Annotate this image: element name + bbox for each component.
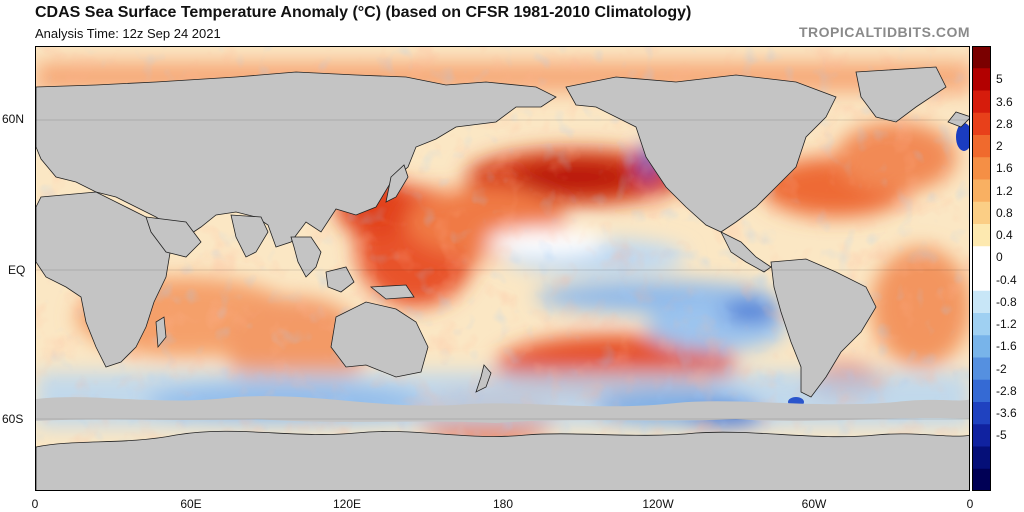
lon-label-60e: 60E xyxy=(180,497,202,511)
colorbar-swatch xyxy=(972,446,991,470)
lon-label-120e: 120E xyxy=(332,497,362,511)
colorbar-swatch xyxy=(972,402,991,425)
colorbar-label: -3.6 xyxy=(996,406,1017,421)
lon-label-0-west: 0 xyxy=(31,497,39,511)
colorbar-label: 3.6 xyxy=(996,94,1013,109)
india xyxy=(230,214,269,258)
colorbar-label: 1.2 xyxy=(996,183,1013,198)
colorbar xyxy=(972,46,991,491)
map-title: CDAS Sea Surface Temperature Anomaly (°C… xyxy=(35,4,692,21)
colorbar-swatch xyxy=(972,68,991,91)
labrador-cold xyxy=(956,123,969,151)
colorbar-swatch xyxy=(972,90,991,114)
antarctica xyxy=(36,430,969,490)
lat-label-60n: 60N xyxy=(2,112,25,126)
japan xyxy=(385,164,409,203)
colorbar-swatch xyxy=(972,424,991,447)
arabia xyxy=(145,216,202,258)
borneo xyxy=(325,266,355,293)
indochina xyxy=(290,236,322,278)
sst-anomaly-map xyxy=(35,46,970,491)
colorbar-label: -2.8 xyxy=(996,383,1017,398)
colorbar-label: 2 xyxy=(996,139,1003,154)
colorbar-swatch xyxy=(972,135,991,158)
colorbar-swatch xyxy=(972,357,991,381)
colorbar-swatch xyxy=(972,335,991,358)
colorbar-label: -0.8 xyxy=(996,294,1017,309)
colorbar-swatch xyxy=(972,157,991,180)
colorbar-swatch xyxy=(972,201,991,225)
colorbar-label: 5 xyxy=(996,72,1003,87)
lon-label-120w: 120W xyxy=(642,497,674,511)
map-canvas xyxy=(36,47,969,490)
colorbar-swatch xyxy=(972,468,991,491)
central-america xyxy=(720,231,772,273)
analysis-time: Analysis Time: 12z Sep 24 2021 xyxy=(35,26,221,41)
colorbar-label: -1.2 xyxy=(996,317,1017,332)
sea-ice-edge xyxy=(36,396,969,423)
colorbar-swatch xyxy=(972,46,991,69)
colorbar-swatch xyxy=(972,112,991,136)
colorbar-swatch xyxy=(972,313,991,336)
lon-label-60w: 60W xyxy=(801,497,827,511)
colorbar-swatch xyxy=(972,246,991,269)
colorbar-swatch xyxy=(972,268,991,292)
colorbar-label: 2.8 xyxy=(996,116,1013,131)
new-guinea xyxy=(369,284,415,300)
site-credit: TROPICALTIDBITS.COM xyxy=(798,24,970,40)
new-zealand xyxy=(475,364,492,393)
colorbar-swatch xyxy=(972,290,991,314)
eurasia xyxy=(36,71,557,248)
colorbar-label: -0.4 xyxy=(996,272,1017,287)
lon-label-180: 180 xyxy=(492,497,514,511)
lon-label-0-east: 0 xyxy=(966,497,974,511)
colorbar-label: -1.6 xyxy=(996,339,1017,354)
colorbar-label: -5 xyxy=(996,428,1007,443)
colorbar-label: 0.8 xyxy=(996,205,1013,220)
colorbar-label: -2 xyxy=(996,361,1007,376)
north-america xyxy=(565,74,837,233)
colorbar-swatch xyxy=(972,379,991,403)
colorbar-label: 0 xyxy=(996,250,1003,265)
colorbar-label: 0.4 xyxy=(996,228,1013,243)
south-america xyxy=(770,258,877,398)
lat-label-60s: 60S xyxy=(2,412,24,426)
iceland xyxy=(947,111,969,128)
colorbar-label: 1.6 xyxy=(996,161,1013,176)
graticule xyxy=(36,119,969,420)
madagascar xyxy=(155,316,167,349)
colorbar-frame xyxy=(972,46,991,491)
colorbar-swatch xyxy=(972,224,991,247)
continents xyxy=(36,66,969,398)
lat-label-eq: EQ xyxy=(8,263,26,277)
greenland xyxy=(855,66,947,123)
australia xyxy=(330,301,429,378)
colorbar-swatch xyxy=(972,179,991,203)
